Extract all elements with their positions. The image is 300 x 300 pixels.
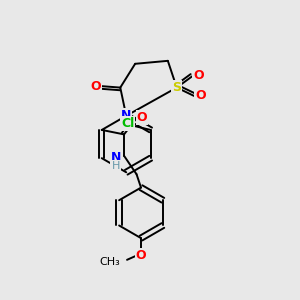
Text: O: O [136,111,147,124]
Text: Cl: Cl [121,117,134,130]
Text: O: O [195,89,206,102]
Text: O: O [136,249,146,262]
Text: N: N [111,151,121,164]
Text: H: H [112,161,120,171]
Text: N: N [121,109,131,122]
Text: S: S [172,81,181,94]
Text: O: O [194,69,204,82]
Text: O: O [90,80,101,93]
Text: CH₃: CH₃ [99,257,120,267]
